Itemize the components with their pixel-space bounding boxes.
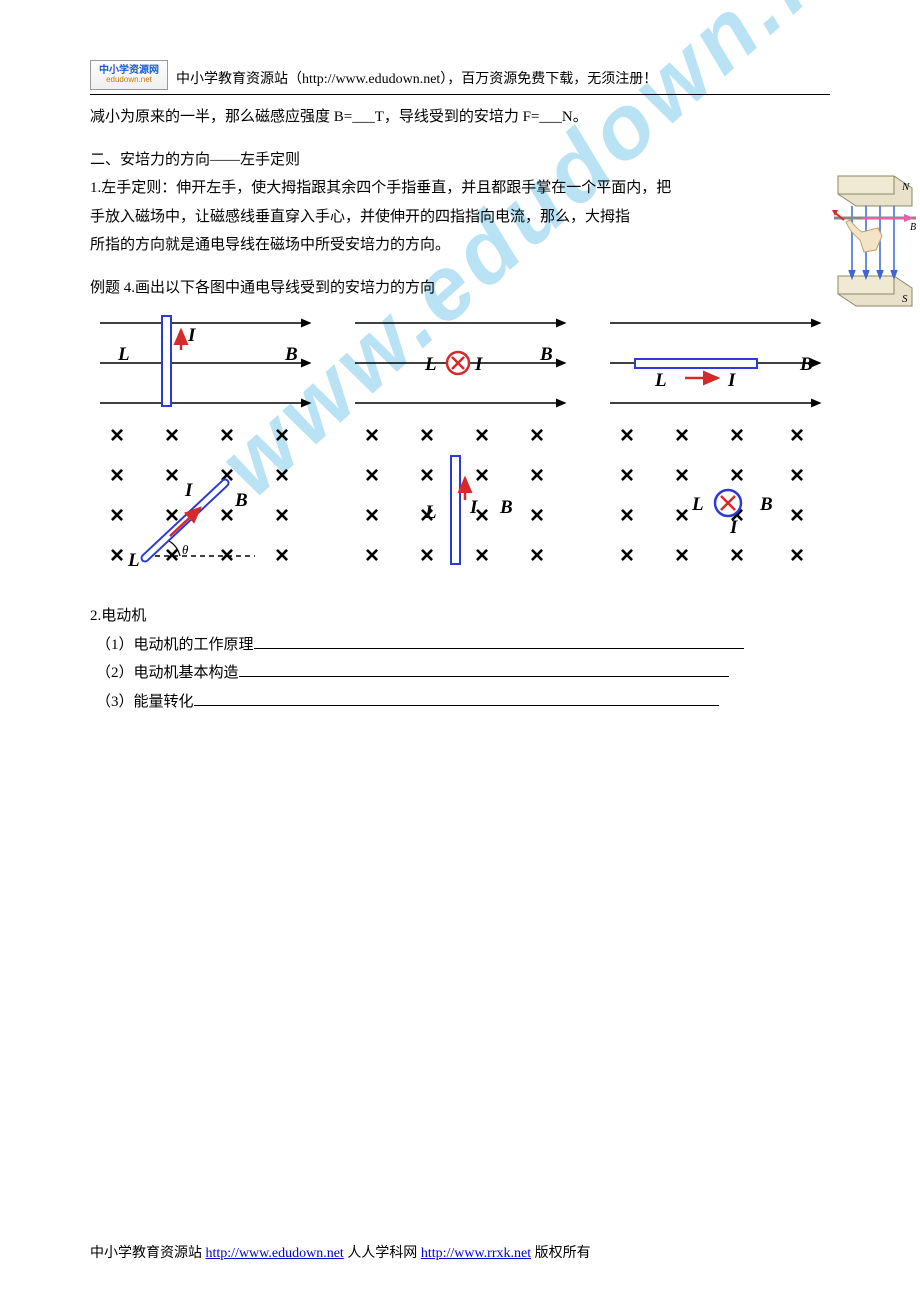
svg-text:I: I: [729, 517, 738, 538]
header-divider: [90, 94, 830, 95]
footer-prefix: 中小学教育资源站: [90, 1246, 206, 1261]
svg-text:×: ×: [220, 422, 234, 449]
svg-text:B: B: [799, 354, 813, 375]
svg-text:×: ×: [365, 502, 379, 529]
blank-line: [239, 662, 729, 677]
svg-text:×: ×: [675, 542, 689, 569]
svg-text:×: ×: [675, 462, 689, 489]
svg-text:L: L: [117, 344, 130, 365]
svg-text:×: ×: [730, 542, 744, 569]
svg-text:B: B: [234, 490, 248, 511]
svg-text:×: ×: [790, 542, 804, 569]
diagram-top-1: I L B: [90, 308, 320, 408]
svg-text:B: B: [499, 497, 513, 518]
rule-line-3: 所指的方向就是通电导线在磁场中所受安培力的方向。: [90, 231, 830, 260]
svg-text:×: ×: [365, 422, 379, 449]
diagram-bottom-1: ×××× ×××× ×××× ×××× θ I B L: [90, 418, 320, 578]
motor-q3: （3）能量转化: [90, 688, 830, 717]
svg-text:×: ×: [110, 542, 124, 569]
svg-text:×: ×: [675, 502, 689, 529]
svg-text:B: B: [284, 344, 298, 365]
svg-text:×: ×: [530, 422, 544, 449]
svg-text:I: I: [184, 480, 193, 501]
diagram-top-2: L I B: [345, 308, 575, 408]
svg-text:I: I: [469, 497, 478, 518]
svg-text:I: I: [187, 325, 196, 346]
svg-text:×: ×: [365, 462, 379, 489]
svg-text:×: ×: [475, 422, 489, 449]
blank-line: [194, 691, 719, 706]
motor-q3-label: （3）能量转化: [96, 694, 194, 710]
left-hand-rule-icon: N S B: [832, 170, 918, 310]
rule-line-2: 手放入磁场中，让磁感线垂直穿入手心，并使伸开的四指指向电流，那么，大拇指: [90, 203, 830, 232]
svg-text:×: ×: [790, 422, 804, 449]
svg-text:×: ×: [420, 542, 434, 569]
svg-text:L: L: [127, 550, 140, 571]
svg-text:×: ×: [475, 462, 489, 489]
rule-line-1: 1.左手定则：伸开左手，使大拇指跟其余四个手指垂直，并且都跟手掌在一个平面内，把: [90, 174, 830, 203]
diagram-row-top: I L B L I B L I B: [90, 308, 830, 408]
diagram-row-bottom: × × × × × × × × × × × × × × × × θ I B L × × × × × × × × × ×…: [90, 418, 830, 578]
motor-q2: （2）电动机基本构造: [90, 659, 830, 688]
svg-text:×: ×: [620, 502, 634, 529]
svg-text:×: ×: [675, 422, 689, 449]
svg-text:S: S: [902, 293, 908, 305]
blank-line: [254, 634, 744, 649]
footer-link-1[interactable]: http://www.edudown.net: [206, 1246, 344, 1261]
svg-text:×: ×: [790, 502, 804, 529]
example-4-title: 例题 4.画出以下各图中通电导线受到的安培力的方向: [90, 274, 830, 303]
svg-text:×: ×: [620, 462, 634, 489]
svg-text:N: N: [901, 181, 910, 193]
svg-text:B: B: [910, 222, 916, 233]
svg-text:I: I: [474, 354, 483, 375]
svg-text:×: ×: [275, 502, 289, 529]
svg-text:L: L: [654, 370, 667, 391]
svg-text:×: ×: [730, 422, 744, 449]
svg-text:×: ×: [110, 502, 124, 529]
svg-text:×: ×: [275, 462, 289, 489]
svg-text:×: ×: [620, 542, 634, 569]
svg-text:×: ×: [475, 542, 489, 569]
svg-text:×: ×: [110, 422, 124, 449]
diagram-bottom-3: ×××× ×××× ×××× ×××× L I B: [600, 418, 830, 578]
svg-text:θ: θ: [182, 542, 189, 557]
svg-text:×: ×: [275, 542, 289, 569]
footer-suffix: 版权所有: [535, 1246, 591, 1261]
svg-text:×: ×: [530, 462, 544, 489]
svg-text:×: ×: [530, 502, 544, 529]
svg-text:×: ×: [730, 462, 744, 489]
motor-q2-label: （2）电动机基本构造: [96, 665, 239, 681]
section-2-title: 二、安培力的方向——左手定则: [90, 146, 830, 175]
page-header: 中小学资源网 edudown.net 中小学教育资源站（http://www.e…: [90, 60, 830, 90]
svg-text:L: L: [424, 502, 437, 523]
motor-title: 2.电动机: [90, 602, 830, 631]
svg-text:×: ×: [275, 422, 289, 449]
svg-text:×: ×: [530, 542, 544, 569]
svg-text:×: ×: [220, 502, 234, 529]
svg-text:×: ×: [790, 462, 804, 489]
site-logo: 中小学资源网 edudown.net: [90, 60, 168, 90]
page-footer: 中小学教育资源站 http://www.edudown.net 人人学科网 ht…: [90, 1242, 830, 1262]
svg-text:×: ×: [165, 462, 179, 489]
svg-text:L: L: [424, 354, 437, 375]
svg-text:B: B: [539, 344, 553, 365]
footer-link-2[interactable]: http://www.rrxk.net: [421, 1246, 531, 1261]
svg-text:B: B: [759, 494, 773, 515]
svg-text:×: ×: [165, 422, 179, 449]
footer-mid: 人人学科网: [347, 1246, 421, 1261]
diagram-bottom-2: ×××× ×××× ×××× ×××× L I B: [345, 418, 575, 578]
motor-q1-label: （1）电动机的工作原理: [96, 637, 254, 653]
logo-line2: edudown.net: [106, 76, 152, 84]
svg-text:×: ×: [110, 462, 124, 489]
diagram-top-3: L I B: [600, 308, 830, 408]
header-text: 中小学教育资源站（http://www.edudown.net），百万资源免费下…: [176, 68, 657, 90]
svg-text:×: ×: [620, 422, 634, 449]
svg-text:L: L: [691, 494, 704, 515]
svg-text:×: ×: [365, 542, 379, 569]
svg-text:I: I: [727, 370, 736, 391]
body-line-1: 减小为原来的一半，那么磁感应强度 B=___T，导线受到的安培力 F=___N。: [90, 103, 830, 132]
svg-text:×: ×: [420, 422, 434, 449]
motor-q1: （1）电动机的工作原理: [90, 631, 830, 660]
svg-text:×: ×: [420, 462, 434, 489]
